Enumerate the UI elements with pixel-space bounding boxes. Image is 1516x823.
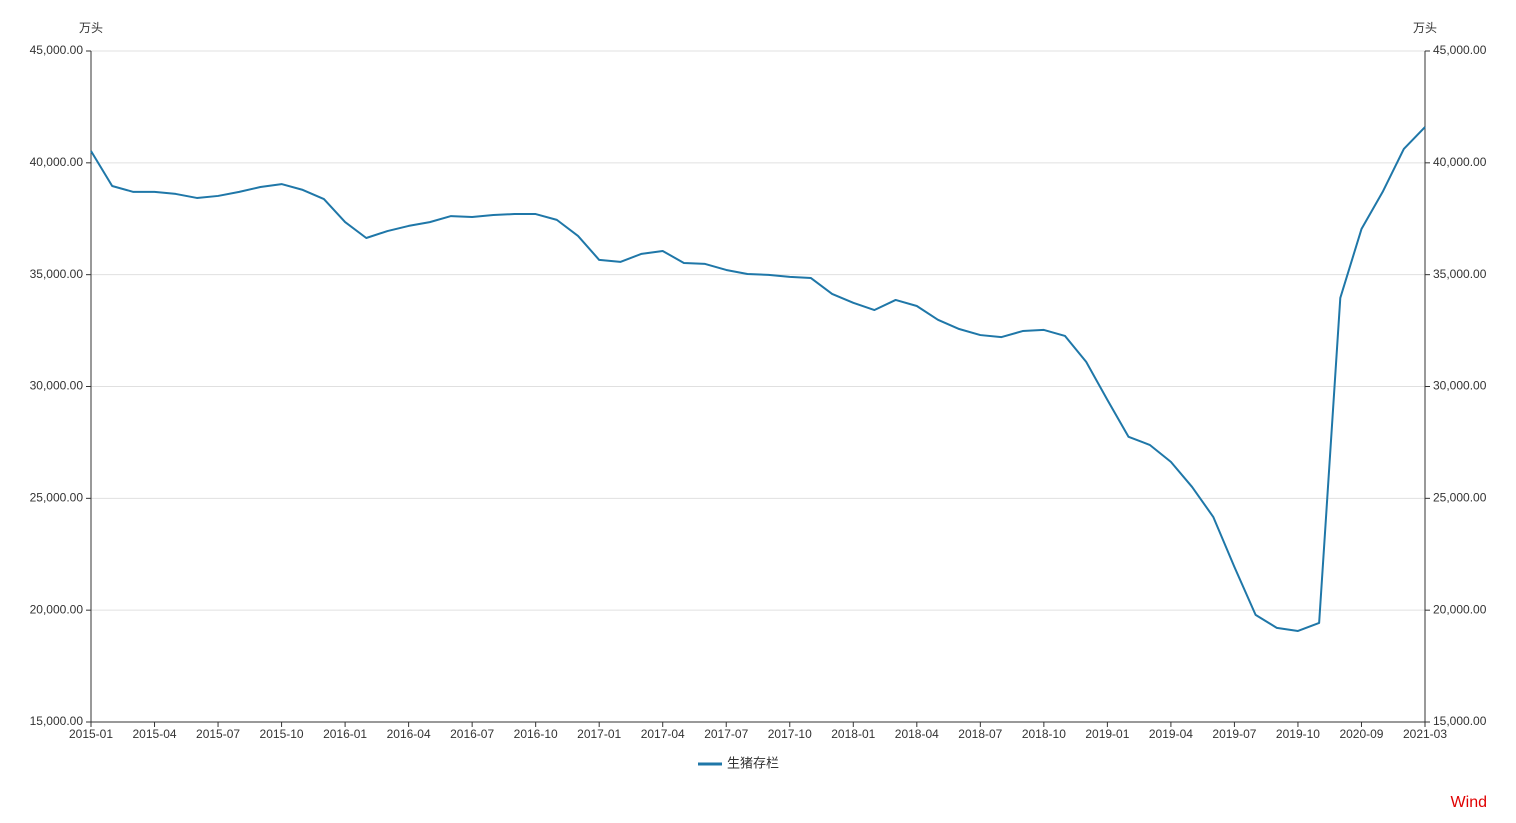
y-tick-label: 35,000.00 xyxy=(30,267,84,281)
x-tick-label: 2017-10 xyxy=(768,727,812,741)
y2-axis-unit: 万头 xyxy=(1413,21,1437,35)
y2-tick-label: 15,000.00 xyxy=(1433,714,1487,728)
y2-tick-label: 35,000.00 xyxy=(1433,267,1487,281)
x-tick-label: 2021-03 xyxy=(1403,727,1447,741)
x-tick-label: 2019-04 xyxy=(1149,727,1193,741)
x-tick-label: 2017-01 xyxy=(577,727,621,741)
line-series xyxy=(90,126,1426,632)
x-tick-label: 2018-07 xyxy=(958,727,1002,741)
x-tick-label: 2018-01 xyxy=(831,727,875,741)
x-tick-label: 2017-07 xyxy=(704,727,748,741)
y2-tick-label: 30,000.00 xyxy=(1433,379,1487,393)
y2-tick-label: 25,000.00 xyxy=(1433,491,1487,505)
x-tick-label: 2018-10 xyxy=(1022,727,1066,741)
x-tick-label: 2019-01 xyxy=(1085,727,1129,741)
y2-tick-label: 45,000.00 xyxy=(1433,43,1487,57)
y2-tick-label: 40,000.00 xyxy=(1433,155,1487,169)
y-tick-label: 15,000.00 xyxy=(30,714,84,728)
x-tick-label: 2018-04 xyxy=(895,727,939,741)
y-tick-label: 40,000.00 xyxy=(30,155,84,169)
x-tick-label: 2016-07 xyxy=(450,727,494,741)
legend-label: 生猪存栏 xyxy=(727,755,779,770)
x-tick-label: 2016-10 xyxy=(514,727,558,741)
x-tick-label: 2017-04 xyxy=(641,727,685,741)
x-tick-label: 2015-07 xyxy=(196,727,240,741)
x-tick-label: 2016-04 xyxy=(387,727,431,741)
x-tick-label: 2019-10 xyxy=(1276,727,1320,741)
y2-tick-label: 20,000.00 xyxy=(1433,602,1487,616)
x-tick-label: 2016-01 xyxy=(323,727,367,741)
x-tick-label: 2015-10 xyxy=(260,727,304,741)
y-tick-label: 20,000.00 xyxy=(30,602,84,616)
y-axis-unit: 万头 xyxy=(79,21,103,35)
x-tick-label: 2015-01 xyxy=(69,727,113,741)
x-tick-label: 2015-04 xyxy=(133,727,177,741)
y-tick-label: 45,000.00 xyxy=(30,43,84,57)
y-tick-label: 30,000.00 xyxy=(30,379,84,393)
x-tick-label: 2020-09 xyxy=(1339,727,1383,741)
x-tick-label: 2019-07 xyxy=(1212,727,1256,741)
source-label: Wind xyxy=(1451,794,1487,811)
y-tick-label: 25,000.00 xyxy=(30,491,84,505)
